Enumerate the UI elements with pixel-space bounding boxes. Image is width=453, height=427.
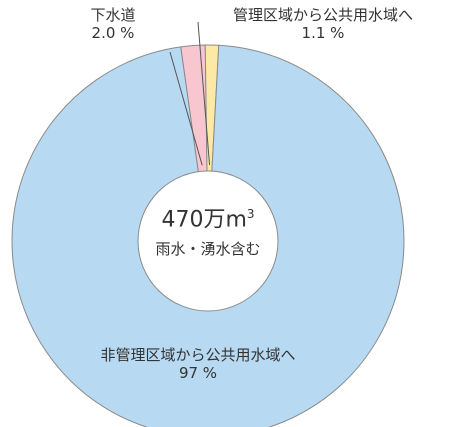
slice-unmanaged bbox=[11, 44, 405, 427]
label-sewer-name: 下水道 bbox=[90, 6, 136, 24]
center-total-value: 470万m bbox=[161, 207, 247, 233]
center-total: 470万m3 bbox=[148, 201, 268, 233]
label-sewer: 下水道 2.0 % bbox=[78, 6, 148, 42]
label-managed-name: 管理区域から公共用水域へ bbox=[232, 6, 413, 24]
donut-hole bbox=[137, 170, 279, 312]
center-note: 雨水・湧水含む bbox=[155, 240, 261, 258]
label-sewer-value: 2.0 % bbox=[91, 24, 135, 42]
label-managed: 管理区域から公共用水域へ 1.1 % bbox=[198, 6, 448, 42]
leader-line-sewer bbox=[169, 51, 203, 166]
leader-line-managed bbox=[197, 21, 211, 166]
center-total-unit-superscript: 3 bbox=[246, 207, 255, 221]
label-unmanaged-name: 非管理区域から公共用水域へ bbox=[100, 346, 296, 364]
label-managed-value: 1.1 % bbox=[301, 24, 345, 42]
label-unmanaged-value: 97 % bbox=[178, 364, 218, 382]
label-unmanaged: 非管理区域から公共用水域へ 97 % bbox=[68, 346, 328, 382]
